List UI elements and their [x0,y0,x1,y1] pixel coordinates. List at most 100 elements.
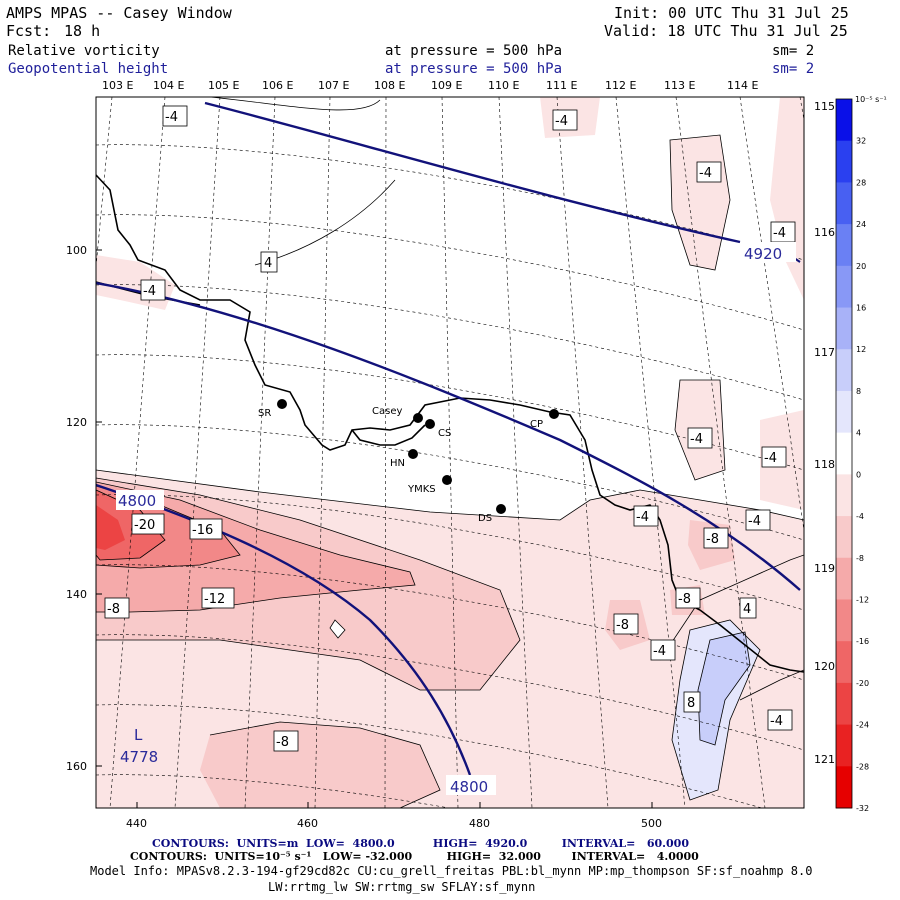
svg-text:-4: -4 [555,114,568,129]
colorbar-swatch [836,516,852,559]
low-value: 4778 [120,748,158,766]
colorbar-label: 4 [856,429,861,438]
colorbar-label: 24 [856,220,866,229]
height-labels: 4920 4800 4800 [116,242,796,796]
field2-level: at pressure = 500 hPa [385,61,563,77]
colorbar-swatch [836,724,852,767]
contour-label: -16 [189,518,223,540]
y-tick-label: 120 [66,416,87,429]
svg-text:8: 8 [687,696,695,711]
height-label-4800: 4800 [118,492,156,510]
x-tick-label: 480 [469,817,490,830]
station-label: DS [478,513,492,524]
forecast-value: 18 h [64,22,101,40]
contour-label: -4 [696,161,722,183]
footer-physics-info: LW:rrtmg_lw SW:rrtmg_sw SFLAY:sf_mynn [268,880,536,894]
field2-smoothing: sm= 2 [772,61,815,77]
colorbar-swatch [836,349,852,392]
lon-label: 104 E [153,79,184,92]
colorbar-label: 28 [856,178,866,187]
contour-label: -8 [273,730,299,752]
colorbar-label: 32 [856,137,866,146]
colorbar-swatch [836,224,852,267]
plot-area: -4 -4 -4 -4 4 -4 -4 -4 -4 -4 -8 -20 -16 … [96,97,804,808]
svg-text:-4: -4 [143,284,156,299]
y-tick-label: 140 [66,588,87,601]
lon-label: 113 E [664,79,695,92]
shade-plus8 [698,632,750,745]
contour-label: -4 [767,709,793,731]
svg-text:-8: -8 [706,532,719,547]
contour-label: -4 [650,639,676,661]
contour-label: -12 [201,587,235,609]
station-dot [442,475,452,485]
svg-text:-4: -4 [748,514,761,529]
low-pressure-marker: L 4778 [120,726,158,766]
forecast-label: Fcst: [6,22,52,40]
station-label: HN [390,458,405,469]
contour-label: -8 [613,613,639,635]
colorbar-swatch [836,265,852,309]
svg-text:-4: -4 [165,110,178,125]
colorbar-swatch [836,474,852,517]
colorbar-swatch [836,557,852,600]
svg-text:-8: -8 [616,618,629,633]
height-label-4920: 4920 [744,245,782,263]
station-dot [496,504,506,514]
contour-label: -20 [131,513,165,535]
height-label-4800: 4800 [450,778,488,796]
contour-label: -4 [162,105,188,127]
lon-label: 106 E [262,79,293,92]
contour-label: -4 [552,109,578,131]
contour-label: -4 [761,446,787,468]
contour-label: -8 [675,587,701,609]
svg-text:4: 4 [743,602,751,617]
svg-text:-16: -16 [192,523,213,538]
x-axis [136,802,653,808]
field2-name: Geopotential height [8,61,169,77]
model-title: AMPS MPAS -- Casey Window [6,4,232,22]
contour-label: -4 [140,279,166,301]
x-tick-label: 440 [126,817,147,830]
colorbar-label: -32 [856,804,869,813]
svg-text:4: 4 [264,256,272,271]
contour-label: -4 [633,505,659,527]
colorbar-label: -24 [856,721,869,730]
field1-smoothing: sm= 2 [772,43,815,59]
colorbar-label: -20 [856,679,869,688]
svg-text:-4: -4 [770,714,783,729]
contour-label: -8 [703,527,729,549]
contour-labels: -4 -4 -4 -4 4 -4 -4 -4 -4 -4 -8 -20 -16 … [104,105,796,752]
svg-text:-4: -4 [773,226,786,241]
top-longitude-labels: 103 E 104 E 105 E 106 E 107 E 108 E 109 … [102,79,758,92]
svg-text:-4: -4 [690,432,703,447]
colorbar-label: 16 [856,304,866,313]
svg-text:-4: -4 [764,451,777,466]
station-label: Casey [372,406,402,417]
field1-level: at pressure = 500 hPa [385,43,563,59]
contour-label: -8 [104,597,130,619]
height-4920-line [204,101,741,244]
height-4800-line [96,483,472,776]
y-tick-label: 160 [66,760,87,773]
height-4860-line [96,281,801,591]
footer-vorticity-contours: CONTOURS: UNITS=10⁻⁵ s⁻¹ LOW= -32.000 HI… [130,850,699,863]
y-axis [96,249,102,767]
station-dot [408,449,418,459]
lon-label: 108 E [374,79,405,92]
plot-frame [95,96,805,809]
contour-label: 4 [739,597,757,619]
colorbar-label: -8 [856,554,864,563]
colorbar-label: 12 [856,345,866,354]
svg-text:-20: -20 [134,518,155,533]
init-time: Init: 00 UTC Thu 31 Jul 25 [614,4,849,22]
contour-label: -4 [770,221,796,243]
colorbar-label: -16 [856,637,869,646]
station-dot [277,399,287,409]
colorbar-swatch [836,307,852,350]
station-label: CS [438,428,451,439]
svg-text:-8: -8 [107,602,120,617]
colorbar-label: -12 [856,595,869,604]
colorbar-label: 0 [856,470,861,479]
